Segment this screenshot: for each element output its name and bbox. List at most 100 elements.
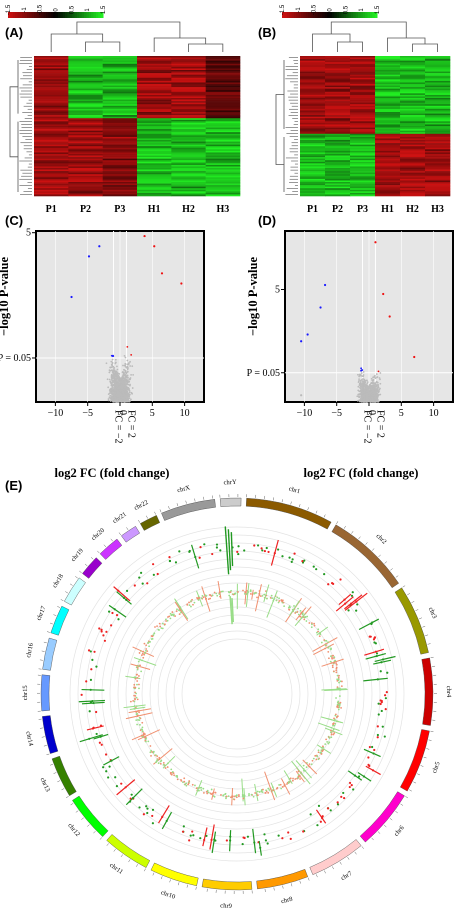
heatmap-cell	[350, 174, 376, 177]
inner-track-point	[321, 749, 324, 752]
outer-track-point	[302, 830, 305, 833]
heatmap-cell	[205, 113, 241, 116]
heatmap-cell	[68, 133, 103, 136]
heatmap-cell	[34, 149, 69, 152]
heatmap-cell	[34, 70, 69, 72]
color-key-cell	[8, 12, 11, 18]
heatmap-cell	[350, 107, 376, 110]
inner-track-point	[335, 663, 338, 666]
outer-track-point	[376, 736, 379, 739]
heatmap-cell	[350, 138, 376, 141]
heatmap-cell	[34, 133, 69, 136]
data-point	[358, 390, 361, 393]
data-point	[360, 369, 363, 372]
outer-track-point	[372, 638, 376, 641]
outer-track-point	[145, 805, 148, 808]
color-key-cell	[60, 12, 64, 18]
inner-track-point	[242, 797, 245, 800]
heatmap-cell	[34, 98, 69, 100]
inner-track-point	[288, 780, 290, 783]
heatmap-cell	[68, 160, 103, 163]
heatmap-cell	[205, 68, 241, 71]
inner-track-point	[203, 792, 205, 794]
heatmap-cell	[205, 99, 241, 102]
heatmap-cell	[68, 116, 103, 119]
inner-track-point	[306, 615, 309, 618]
outer-track-point	[309, 813, 312, 816]
heatmap-cell	[375, 144, 401, 147]
chromosome-tick	[136, 864, 138, 867]
data-point	[113, 367, 116, 369]
color-key-cell	[43, 12, 47, 18]
chromosome-band	[309, 839, 362, 875]
heatmap-cell	[325, 116, 351, 119]
inner-track-bar	[317, 722, 340, 732]
heatmap-cell	[137, 80, 172, 83]
heatmap-cell	[34, 158, 69, 161]
chromosome-tick	[195, 886, 197, 890]
heatmap-cell	[325, 130, 351, 133]
heatmap-cell	[325, 94, 351, 97]
heatmap-cell	[171, 80, 206, 83]
heatmap-cell	[205, 136, 241, 139]
heatmap-cell	[300, 130, 326, 133]
heatmap-cell	[300, 66, 326, 69]
sample-label: P1	[46, 204, 57, 215]
data-point	[120, 393, 123, 396]
heatmap-cell	[102, 155, 138, 158]
heatmap-cell	[425, 140, 451, 142]
data-point	[124, 374, 127, 376]
heatmap-cell	[300, 115, 326, 117]
inner-track-point	[233, 795, 236, 798]
heatmap-cell	[205, 112, 241, 114]
heatmap-cell	[102, 82, 138, 85]
heatmap-cell	[400, 171, 426, 173]
data-point	[130, 353, 133, 356]
outer-track-point	[375, 652, 379, 655]
heatmap-cell	[300, 59, 326, 61]
heatmap-cell	[205, 87, 241, 89]
heatmap-cell	[425, 143, 451, 145]
heatmap-cell	[34, 143, 69, 145]
data-point	[369, 387, 372, 389]
heatmap-cell	[400, 90, 426, 93]
heatmap-cell	[137, 66, 172, 69]
inner-track-point	[214, 791, 217, 794]
inner-track-point	[194, 784, 196, 787]
chromosome-label: chr5	[431, 761, 442, 774]
chromosome-tick	[378, 554, 381, 558]
heatmap-cell	[425, 57, 451, 60]
data-point	[372, 392, 375, 395]
data-point	[375, 391, 378, 394]
heatmap-cell	[350, 129, 376, 131]
heatmap-cell	[400, 189, 426, 192]
heatmap-cell	[350, 62, 376, 65]
heatmap-cell	[34, 175, 69, 178]
data-point	[129, 384, 131, 387]
heatmap-cell	[400, 133, 426, 136]
data-point	[360, 396, 363, 399]
data-point	[112, 377, 115, 380]
data-point	[362, 371, 365, 373]
data-point	[358, 378, 360, 381]
heatmap-cell	[375, 118, 401, 121]
outer-track-point	[277, 834, 280, 837]
fc-threshold-label: FC = −2	[113, 410, 124, 444]
heatmap-cell	[325, 174, 351, 177]
inner-track-point	[277, 601, 280, 604]
heatmap-cell	[137, 161, 172, 164]
heatmap-cell	[137, 144, 172, 147]
heatmap-cell	[425, 107, 451, 110]
data-point	[364, 379, 367, 382]
heatmap-cell	[350, 127, 376, 130]
heatmap-cell	[205, 141, 241, 144]
heatmap-cell	[425, 108, 451, 111]
data-point	[108, 396, 111, 399]
heatmap-cell	[205, 189, 241, 192]
inner-track-point	[183, 780, 186, 783]
y-axis-label: −log10 P-value	[0, 257, 11, 336]
heatmap-cell	[102, 65, 138, 68]
heatmap-cell	[375, 188, 401, 191]
heatmap-cell	[102, 121, 138, 124]
heatmap-cell	[350, 154, 376, 156]
